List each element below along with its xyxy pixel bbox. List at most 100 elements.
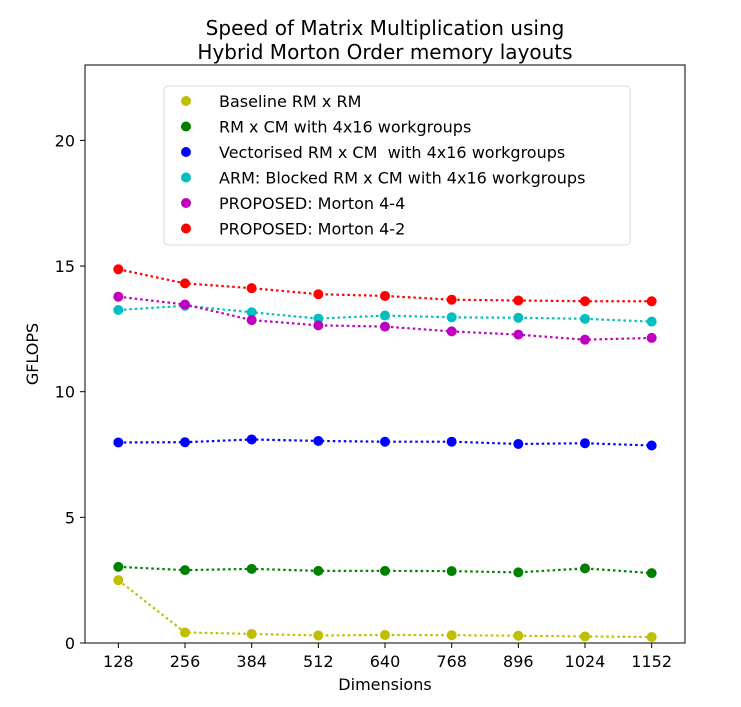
legend-item-1: Baseline RM x RM bbox=[181, 92, 361, 111]
series-5 bbox=[113, 291, 657, 345]
series-line bbox=[118, 295, 652, 341]
legend-label: PROPOSED: Morton 4-2 bbox=[219, 220, 405, 239]
y-axis-label: GFLOPS bbox=[23, 323, 42, 385]
data-point bbox=[580, 313, 590, 324]
data-point bbox=[380, 629, 390, 640]
series-1 bbox=[113, 575, 657, 642]
legend-item-4: ARM: Blocked RM x CM with 4x16 workgroup… bbox=[181, 169, 585, 188]
data-point bbox=[246, 563, 257, 574]
data-point bbox=[246, 283, 257, 294]
series-2 bbox=[113, 561, 657, 579]
data-point bbox=[446, 436, 457, 447]
x-axis: 128 256 384 512 640 768 896 1024 1152 bbox=[103, 643, 672, 671]
series-line bbox=[118, 304, 652, 323]
x-axis-label: Dimensions bbox=[338, 675, 431, 694]
data-point bbox=[113, 264, 124, 275]
data-point bbox=[246, 628, 257, 639]
data-point bbox=[380, 321, 390, 332]
legend-item-5: PROPOSED: Morton 4-4 bbox=[181, 194, 405, 213]
y-tick-label: 10 bbox=[55, 383, 75, 402]
data-point bbox=[113, 575, 124, 586]
legend-marker bbox=[181, 121, 191, 132]
data-point bbox=[246, 434, 257, 445]
legend-label: RM x CM with 4x16 workgroups bbox=[219, 118, 471, 137]
data-point bbox=[313, 565, 324, 576]
data-point bbox=[180, 565, 190, 576]
x-tick-label: 128 bbox=[103, 652, 134, 671]
legend-label: ARM: Blocked RM x CM with 4x16 workgroup… bbox=[219, 169, 585, 188]
series-line bbox=[118, 438, 652, 447]
legend-label: Vectorised RM x CM with 4x16 workgroups bbox=[219, 143, 565, 162]
data-point bbox=[646, 316, 657, 327]
legend-marker bbox=[181, 172, 191, 183]
data-point bbox=[313, 435, 324, 446]
chart-title-line-2: Hybrid Morton Order memory layouts bbox=[197, 40, 572, 64]
data-point bbox=[513, 438, 524, 449]
series-line bbox=[117, 579, 652, 639]
data-point bbox=[446, 312, 457, 323]
data-point bbox=[113, 437, 124, 448]
data-point bbox=[580, 334, 590, 345]
y-tick-label: 0 bbox=[65, 634, 75, 653]
data-point bbox=[646, 332, 657, 343]
legend-marker bbox=[181, 198, 191, 208]
x-tick-label: 768 bbox=[436, 652, 467, 671]
data-point bbox=[180, 278, 190, 289]
data-point bbox=[446, 566, 457, 577]
data-point bbox=[446, 326, 457, 337]
data-point bbox=[446, 294, 457, 305]
data-point bbox=[513, 329, 524, 340]
series-3 bbox=[113, 434, 657, 451]
data-point bbox=[180, 437, 190, 448]
x-tick-label: 512 bbox=[303, 652, 334, 671]
legend: Baseline RM x RM RM x CM with 4x16 workgr… bbox=[163, 85, 631, 246]
legend-label: Baseline RM x RM bbox=[219, 92, 361, 111]
data-point bbox=[380, 565, 390, 576]
data-point bbox=[513, 312, 524, 323]
data-point bbox=[113, 305, 124, 316]
x-tick-label: 1024 bbox=[565, 652, 606, 671]
data-point bbox=[646, 631, 657, 642]
x-tick-label: 256 bbox=[170, 652, 201, 671]
data-point bbox=[313, 320, 324, 331]
chart-title-line-1: Speed of Matrix Multiplication using bbox=[206, 16, 565, 40]
series-line bbox=[118, 268, 652, 303]
data-point bbox=[180, 627, 190, 638]
data-point bbox=[380, 310, 390, 321]
data-point bbox=[113, 291, 124, 302]
series-layer bbox=[113, 264, 657, 642]
legend-marker bbox=[181, 147, 191, 157]
data-point bbox=[513, 295, 524, 306]
data-point bbox=[646, 440, 657, 451]
legend-marker bbox=[181, 223, 191, 234]
data-point bbox=[246, 315, 257, 326]
series-6 bbox=[113, 264, 657, 307]
legend-marker bbox=[181, 96, 191, 106]
legend-label: PROPOSED: Morton 4-4 bbox=[219, 194, 405, 213]
data-point bbox=[380, 290, 390, 301]
x-tick-label: 640 bbox=[370, 652, 401, 671]
x-tick-label: 896 bbox=[503, 652, 534, 671]
legend-frame bbox=[163, 85, 631, 246]
data-point bbox=[580, 631, 590, 642]
data-point bbox=[246, 307, 257, 318]
data-point bbox=[313, 630, 324, 641]
data-point bbox=[580, 438, 590, 449]
data-point bbox=[446, 630, 457, 641]
y-tick-label: 20 bbox=[55, 131, 75, 150]
series-line bbox=[118, 565, 652, 575]
data-point bbox=[580, 563, 590, 574]
legend-item-2: RM x CM with 4x16 workgroups bbox=[181, 118, 471, 137]
data-point bbox=[513, 567, 524, 578]
data-point bbox=[113, 561, 124, 572]
legend-item-6: PROPOSED: Morton 4-2 bbox=[181, 220, 405, 239]
data-point bbox=[380, 436, 390, 447]
x-tick-label: 384 bbox=[236, 652, 267, 671]
data-point bbox=[580, 296, 590, 307]
data-point bbox=[513, 630, 524, 641]
y-tick-label: 15 bbox=[55, 257, 75, 276]
data-point bbox=[646, 568, 657, 579]
legend-item-3: Vectorised RM x CM with 4x16 workgroups bbox=[181, 143, 565, 162]
data-point bbox=[313, 289, 324, 300]
